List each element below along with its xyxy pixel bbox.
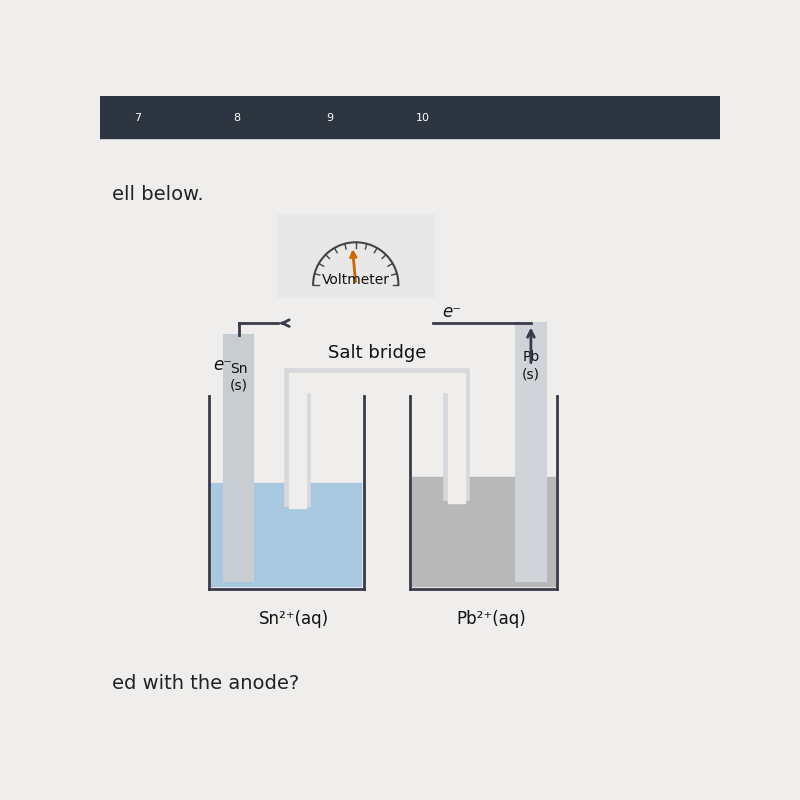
Text: 9: 9 xyxy=(326,113,333,122)
Text: 8: 8 xyxy=(233,113,240,122)
Text: Voltmeter: Voltmeter xyxy=(322,273,390,287)
Text: Sn
(s): Sn (s) xyxy=(230,362,248,393)
Bar xyxy=(448,393,465,502)
Text: 10: 10 xyxy=(415,113,430,122)
Text: ed with the anode?: ed with the anode? xyxy=(112,674,299,693)
Bar xyxy=(211,483,361,586)
Text: ell below.: ell below. xyxy=(112,185,203,203)
Bar xyxy=(278,215,434,296)
Bar xyxy=(224,334,254,581)
Bar xyxy=(100,96,720,138)
Bar xyxy=(286,393,310,506)
Bar xyxy=(444,393,469,500)
Text: e⁻: e⁻ xyxy=(214,357,233,374)
Bar xyxy=(289,373,465,393)
Bar xyxy=(516,323,546,581)
Text: Sn²⁺(aq): Sn²⁺(aq) xyxy=(258,610,329,628)
Bar xyxy=(286,370,469,393)
Text: Salt bridge: Salt bridge xyxy=(328,344,426,362)
Text: e⁻: e⁻ xyxy=(442,302,462,321)
Text: Pb
(s): Pb (s) xyxy=(522,350,540,382)
Text: Pb²⁺(aq): Pb²⁺(aq) xyxy=(457,610,526,628)
Bar xyxy=(289,393,306,508)
Text: 7: 7 xyxy=(134,113,141,122)
Bar xyxy=(412,477,555,586)
